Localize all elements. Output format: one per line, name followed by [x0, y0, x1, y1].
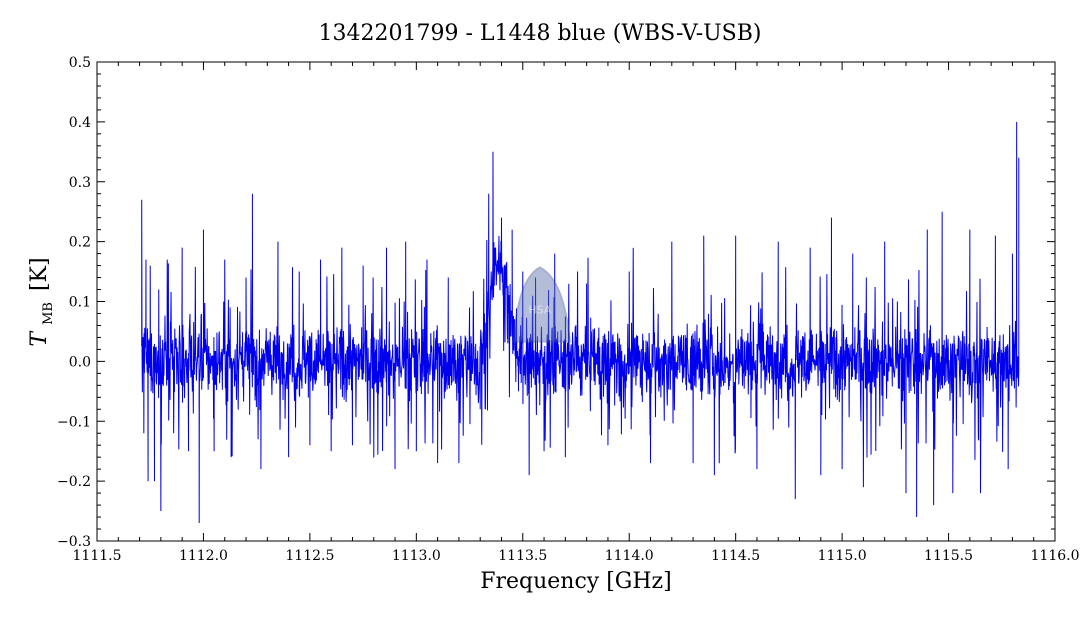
plot-area: HSA 1111.5 1112.0 1112.5 1113.0 1113.5 1114.0…	[57, 55, 1080, 564]
y-axis-label-subscript: MB	[41, 302, 56, 325]
watermark-logo: HSA	[512, 266, 571, 343]
spectrum-layer	[141, 121, 1020, 524]
y-axis-label-main: T	[27, 330, 52, 347]
y-tick-label: 0.4	[69, 115, 91, 131]
y-tick-label: 0.5	[69, 55, 91, 71]
x-tick-label: 1114.0	[605, 548, 654, 564]
x-tick-label: 1116.0	[1031, 548, 1080, 564]
y-tick-label: 0.1	[69, 295, 91, 311]
x-axis-label: Frequency [GHz]	[480, 569, 672, 594]
svg-text:T MB [K]: T MB [K]	[27, 257, 58, 346]
y-tick-label: 0.3	[69, 175, 91, 191]
x-tick-label: 1112.0	[179, 548, 228, 564]
x-tick-label: 1113.5	[498, 548, 547, 564]
watermark-label: HSA	[528, 303, 551, 316]
spectrum-series-line	[141, 121, 1020, 524]
plot-frame	[96, 61, 1056, 542]
x-tick-label: 1115.5	[924, 548, 973, 564]
x-tick-label: 1113.0	[392, 548, 441, 564]
y-axis-label: T MB [K]	[27, 257, 58, 346]
y-tick-label: 0.2	[69, 235, 91, 251]
y-axis-label-unit: [K]	[27, 257, 52, 291]
y-tick-label: −0.3	[57, 534, 91, 550]
x-tick-label: 1112.5	[285, 548, 334, 564]
x-tick-label: 1115.0	[818, 548, 867, 564]
axis-ticks: 1111.5 1112.0 1112.5 1113.0 1113.5 1114.0 1114…	[57, 55, 1080, 564]
x-tick-label: 1111.5	[73, 548, 122, 564]
y-tick-label: −0.1	[57, 414, 91, 430]
x-tick-label: 1114.5	[711, 548, 760, 564]
y-tick-label: 0.0	[69, 354, 91, 370]
watermark-shape	[512, 266, 571, 343]
y-tick-label: −0.2	[57, 474, 91, 490]
chart-title: 1342201799 - L1448 blue (WBS-V-USB)	[318, 21, 761, 46]
